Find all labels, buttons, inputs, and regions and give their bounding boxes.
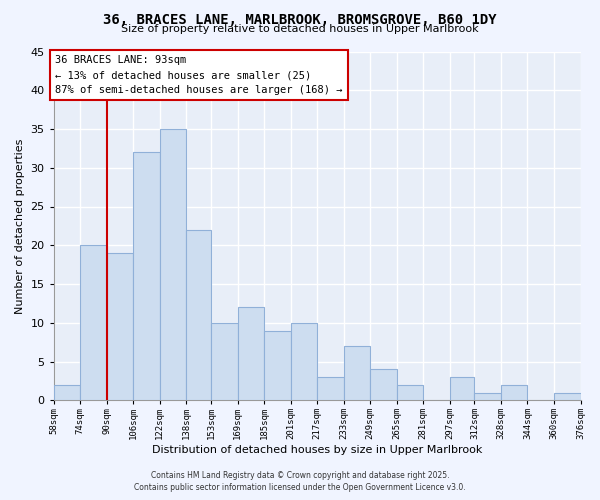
Bar [186, 230, 211, 400]
Bar [238, 307, 264, 400]
Bar [54, 385, 80, 400]
Bar [133, 152, 160, 400]
Bar [397, 385, 423, 400]
Bar [317, 377, 344, 400]
Bar [475, 392, 501, 400]
Bar [370, 369, 397, 400]
Bar [107, 253, 133, 400]
Y-axis label: Number of detached properties: Number of detached properties [15, 138, 25, 314]
Bar [80, 245, 107, 400]
Text: 36 BRACES LANE: 93sqm
← 13% of detached houses are smaller (25)
87% of semi-deta: 36 BRACES LANE: 93sqm ← 13% of detached … [55, 56, 343, 95]
Bar [264, 330, 290, 400]
Bar [501, 385, 527, 400]
Bar [160, 129, 186, 400]
Bar [449, 377, 475, 400]
Bar [290, 323, 317, 400]
Text: 36, BRACES LANE, MARLBROOK, BROMSGROVE, B60 1DY: 36, BRACES LANE, MARLBROOK, BROMSGROVE, … [103, 12, 497, 26]
Bar [554, 392, 581, 400]
Bar [344, 346, 370, 400]
Bar [211, 323, 238, 400]
Text: Contains HM Land Registry data © Crown copyright and database right 2025.
Contai: Contains HM Land Registry data © Crown c… [134, 471, 466, 492]
Text: Size of property relative to detached houses in Upper Marlbrook: Size of property relative to detached ho… [121, 24, 479, 34]
X-axis label: Distribution of detached houses by size in Upper Marlbrook: Distribution of detached houses by size … [152, 445, 482, 455]
